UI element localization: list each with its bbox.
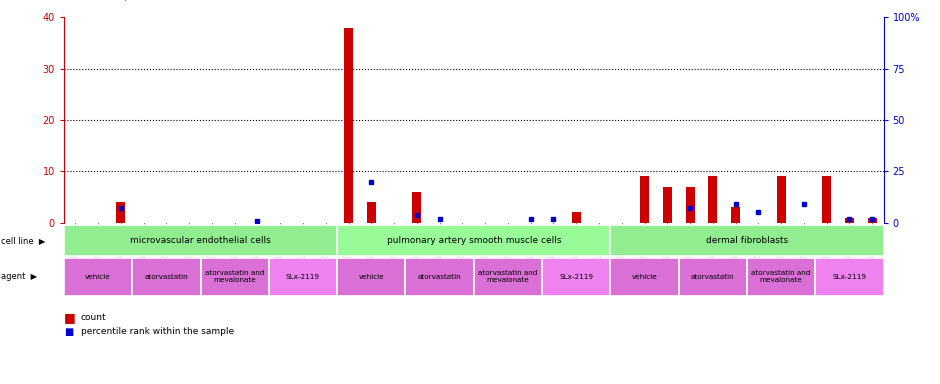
- Text: vehicle: vehicle: [358, 274, 384, 280]
- Text: agent  ▶: agent ▶: [1, 272, 37, 281]
- Text: atorvastatin: atorvastatin: [691, 274, 735, 280]
- Bar: [572, 212, 581, 223]
- Text: atorvastatin: atorvastatin: [417, 274, 462, 280]
- Text: vehicle: vehicle: [86, 274, 111, 280]
- Bar: [117, 202, 125, 223]
- Text: dermal fibroblasts: dermal fibroblasts: [706, 236, 788, 245]
- Text: GDS2987 / Hs.129609-S: GDS2987 / Hs.129609-S: [64, 0, 222, 2]
- Bar: [731, 207, 740, 223]
- Text: vehicle: vehicle: [632, 274, 657, 280]
- Bar: [413, 192, 421, 223]
- Text: SLx-2119: SLx-2119: [559, 274, 593, 280]
- Bar: [822, 177, 831, 223]
- Bar: [708, 177, 717, 223]
- Text: SLx-2119: SLx-2119: [286, 274, 320, 280]
- Text: ■: ■: [64, 327, 73, 337]
- Text: microvascular endothelial cells: microvascular endothelial cells: [130, 236, 271, 245]
- Bar: [367, 202, 376, 223]
- Bar: [640, 177, 650, 223]
- Bar: [868, 218, 877, 223]
- Text: atorvastatin: atorvastatin: [145, 274, 188, 280]
- Text: atorvastatin and
mevalonate: atorvastatin and mevalonate: [751, 270, 811, 283]
- Bar: [663, 187, 672, 223]
- Text: atorvastatin and
mevalonate: atorvastatin and mevalonate: [205, 270, 264, 283]
- Text: pulmonary artery smooth muscle cells: pulmonary artery smooth muscle cells: [386, 236, 561, 245]
- Text: count: count: [81, 313, 106, 322]
- Text: atorvastatin and
mevalonate: atorvastatin and mevalonate: [478, 270, 538, 283]
- Bar: [845, 218, 854, 223]
- Text: ■: ■: [64, 311, 75, 324]
- Bar: [776, 177, 786, 223]
- Text: cell line  ▶: cell line ▶: [1, 236, 45, 245]
- Text: SLx-2119: SLx-2119: [833, 274, 867, 280]
- Text: percentile rank within the sample: percentile rank within the sample: [81, 327, 234, 336]
- Bar: [344, 28, 353, 223]
- Bar: [685, 187, 695, 223]
